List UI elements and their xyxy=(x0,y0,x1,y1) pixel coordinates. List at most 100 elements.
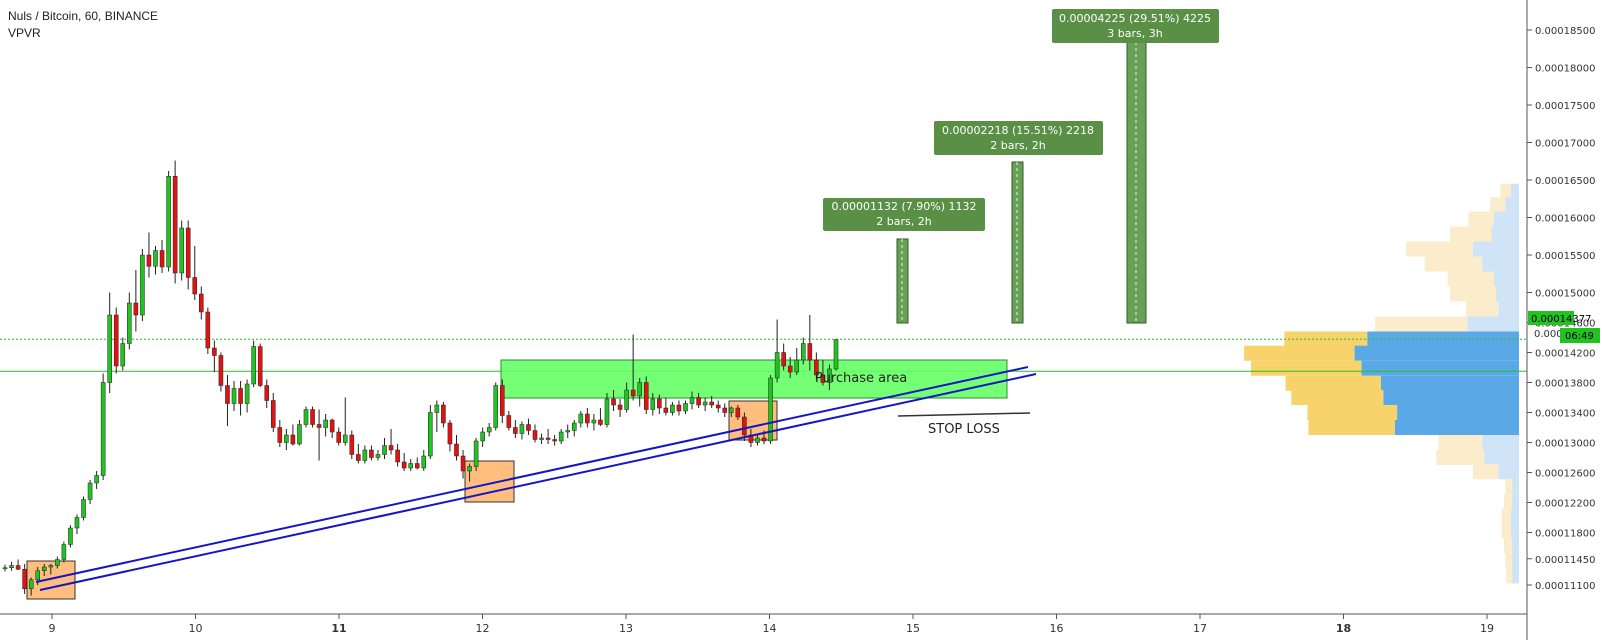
volume-profile-buy-bar xyxy=(1406,241,1473,257)
candle-body xyxy=(408,463,413,469)
candle-body xyxy=(421,455,427,469)
candle-body xyxy=(395,449,400,463)
candle-body xyxy=(297,424,302,445)
last-price-text: 0.00014377 xyxy=(1531,314,1591,325)
candle-body xyxy=(637,382,642,397)
purchase-area-box[interactable] xyxy=(500,359,1008,399)
volume-profile-sell-bar xyxy=(1482,256,1519,272)
price-axis[interactable]: 0.00018500 0.00018000 0.00017500 0.00017000… xyxy=(1527,26,1595,592)
candle-body xyxy=(447,422,453,445)
candle-body xyxy=(290,434,296,445)
candle-body xyxy=(316,424,322,428)
candle-body xyxy=(480,431,485,442)
time-tick-label: 15 xyxy=(906,622,920,635)
volume-profile-buy-bar xyxy=(1424,256,1483,272)
target-1-line1: 0.00001132 (7.90%) 1132 xyxy=(832,200,977,213)
candle-body xyxy=(401,461,407,469)
volume-profile-buy-bar xyxy=(1251,360,1362,376)
indicator-label[interactable]: VPVR xyxy=(8,26,41,40)
candle-body xyxy=(2,567,8,569)
time-axis[interactable]: 9 10 11 12 13 14 15 16 17 18 19 xyxy=(49,614,1495,635)
candle-body xyxy=(768,377,773,442)
candle-body xyxy=(715,404,721,409)
volume-profile-sell-bar xyxy=(1512,553,1519,569)
candle-body xyxy=(244,383,250,404)
candle-body xyxy=(729,407,734,413)
candle-body xyxy=(827,368,832,383)
volume-profile-sell-bar xyxy=(1467,316,1519,332)
volume-profile-buy-bar xyxy=(1473,464,1499,480)
target-3-label-bg xyxy=(1052,9,1219,43)
candle-body xyxy=(454,443,459,457)
candle-body xyxy=(663,407,669,413)
volume-profile-sell-bar xyxy=(1510,183,1519,199)
volume-profile-sell-bar xyxy=(1491,226,1519,242)
target-3-line1: 0.00004225 (29.51%) 4225 xyxy=(1059,12,1211,25)
volume-profile-sell-bar xyxy=(1354,345,1519,361)
candle-body xyxy=(87,482,93,500)
partial-price-text: 0.0001 xyxy=(1534,329,1569,340)
volume-profile-buy-bar xyxy=(1307,405,1398,420)
candle-body xyxy=(205,311,211,349)
candle-body xyxy=(74,517,80,529)
candle-body xyxy=(696,397,701,406)
price-tick-label: 0.00013000 xyxy=(1535,439,1595,450)
candle-body xyxy=(153,250,158,267)
candle-body xyxy=(722,407,728,413)
candle-body xyxy=(120,343,126,367)
candle-body xyxy=(388,445,394,451)
candle-body xyxy=(833,339,839,370)
volume-profile-sell-bar xyxy=(1493,211,1519,227)
volume-profile-sell-bar xyxy=(1505,197,1519,213)
volume-profile-sell-bar xyxy=(1510,508,1519,524)
candle-body xyxy=(127,302,132,344)
candle-body xyxy=(585,413,590,424)
volume-profile-sell-bar xyxy=(1512,568,1519,584)
price-tick-label: 0.00017000 xyxy=(1535,139,1595,150)
candle-body xyxy=(303,409,309,425)
candle-body xyxy=(801,343,806,361)
target-3[interactable]: 0.00004225 (29.51%) 4225 3 bars, 3h xyxy=(1052,9,1219,324)
candle-body xyxy=(41,566,47,571)
price-tick-label: 0.00011100 xyxy=(1535,581,1595,592)
price-tick-label: 0.00015500 xyxy=(1535,251,1595,262)
target-2-label-bg xyxy=(934,121,1103,155)
volume-profile-sell-bar xyxy=(1498,464,1519,480)
volume-profile-sell-bar xyxy=(1510,523,1519,539)
stop-loss-label: STOP LOSS xyxy=(928,422,1000,437)
stop-loss-line[interactable] xyxy=(897,412,1031,417)
time-tick-label: 9 xyxy=(49,622,56,635)
candle-body xyxy=(473,440,479,467)
candle-body xyxy=(238,388,243,404)
target-2[interactable]: 0.00002218 (15.51%) 2218 2 bars, 2h xyxy=(934,121,1103,324)
candle-body xyxy=(277,427,283,443)
price-tick-label: 0.00014200 xyxy=(1535,349,1595,360)
volume-profile-sell-bar xyxy=(1498,301,1519,317)
purchase-area-label: Purchase area xyxy=(815,371,907,386)
price-tick-label: 0.00016500 xyxy=(1535,176,1595,187)
volume-profile-buy-bar xyxy=(1501,508,1511,524)
candle-body xyxy=(643,382,649,410)
volume-profile-buy-bar xyxy=(1436,450,1485,465)
candle-body xyxy=(460,455,466,472)
volume-profile-sell-bar xyxy=(1383,390,1519,405)
trendline-lower[interactable] xyxy=(39,373,1037,591)
volume-profile-sell-bar xyxy=(1512,538,1519,554)
candle-body xyxy=(630,389,636,397)
volume-profile-buy-bar xyxy=(1308,420,1395,435)
target-3-line2: 3 bars, 3h xyxy=(1107,27,1162,40)
trendline-upper[interactable] xyxy=(35,366,1029,583)
candle-body xyxy=(218,355,224,386)
candle-body xyxy=(755,437,760,443)
candle-body xyxy=(310,409,315,425)
candle-body xyxy=(179,227,184,274)
candle-body xyxy=(414,463,420,469)
time-tick-label: 12 xyxy=(476,622,490,635)
candle-body xyxy=(28,579,34,589)
candle-body xyxy=(81,499,86,518)
price-tick-label: 0.00012600 xyxy=(1535,469,1595,480)
target-1[interactable]: 0.00001132 (7.90%) 1132 2 bars, 2h xyxy=(823,198,985,324)
price-tick-label: 0.00012200 xyxy=(1535,499,1595,510)
candle-body xyxy=(342,434,348,443)
